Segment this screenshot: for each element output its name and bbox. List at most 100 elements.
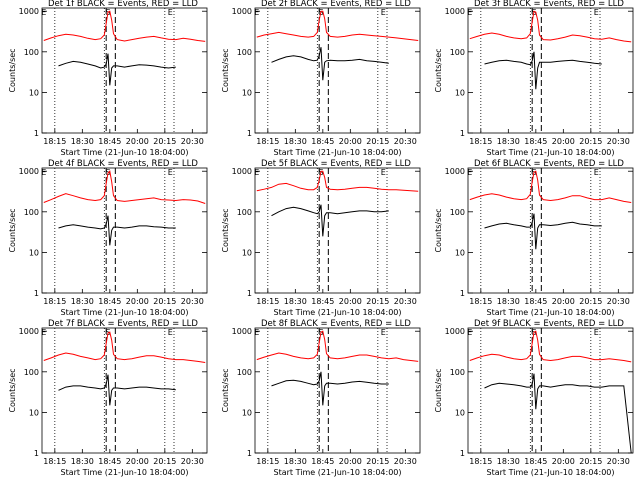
series-line: [271, 204, 389, 237]
x-tick-label: 20:00: [126, 297, 149, 306]
panel: Det 8f BLACK = Events, RED = LLD Counts/s…: [221, 319, 421, 477]
chart-title: Det 1f BLACK = Events, RED = LLD: [48, 0, 198, 9]
x-tick-label: 20:15: [153, 457, 176, 466]
y-tick-label: 10: [242, 88, 252, 97]
annotation: E: [467, 328, 472, 337]
series-line: [43, 10, 206, 42]
x-tick-label: 18:30: [284, 457, 307, 466]
x-axis-label: Start Time (21-Jun-10 18:04:00): [487, 148, 615, 157]
x-tick-label: 18:30: [71, 457, 94, 466]
panel: Det 4f BLACK = Events, RED = LLD Counts/s…: [8, 159, 208, 317]
x-tick-label: 18:15: [43, 457, 66, 466]
chart-title: Det 9f BLACK = Events, RED = LLD: [474, 319, 624, 329]
series-line: [43, 170, 206, 204]
annotation: E: [168, 328, 173, 337]
y-tick-label: 100: [450, 48, 465, 57]
x-tick-label: 20:00: [552, 297, 575, 306]
y-tick-label: 10: [29, 408, 39, 417]
x-tick-label: 20:30: [607, 137, 630, 146]
plot-frame: [41, 167, 208, 294]
panel: Det 5f BLACK = Events, RED = LLD Counts/s…: [221, 159, 421, 317]
annotation: E: [41, 168, 46, 177]
plot-frame: [254, 167, 421, 294]
y-tick-label: 1: [460, 289, 465, 298]
x-tick-label: 20:15: [579, 137, 602, 146]
chart-title: Det 4f BLACK = Events, RED = LLD: [48, 159, 198, 169]
y-axis-label: Counts/sec: [434, 48, 443, 92]
y-axis-label: Counts/sec: [8, 208, 17, 252]
x-tick-label: 18:45: [98, 137, 121, 146]
panel: Det 3f BLACK = Events, RED = LLD Counts/s…: [434, 0, 634, 157]
series-line: [484, 213, 602, 250]
x-tick-label: 18:30: [497, 457, 520, 466]
chart-title: Det 3f BLACK = Events, RED = LLD: [474, 0, 624, 9]
x-tick-label: 18:45: [524, 297, 547, 306]
x-tick-label: 20:15: [366, 297, 389, 306]
plot-frame: [467, 327, 634, 454]
x-tick-label: 20:00: [339, 297, 362, 306]
series-line: [58, 374, 176, 406]
series-line: [469, 170, 632, 203]
plot-frame: [467, 167, 634, 294]
x-tick-label: 18:30: [497, 297, 520, 306]
annotation: E: [467, 168, 472, 177]
x-tick-label: 20:00: [552, 457, 575, 466]
series-line: [271, 371, 389, 406]
plot-frame: [254, 7, 421, 134]
series-line: [271, 47, 389, 81]
y-tick-label: 1000: [232, 167, 252, 176]
y-tick-label: 10: [455, 88, 465, 97]
annotation: E: [254, 168, 259, 177]
y-tick-label: 100: [24, 48, 39, 57]
series-line: [58, 215, 176, 246]
annotation: E: [381, 328, 386, 337]
panel: Det 6f BLACK = Events, RED = LLD Counts/s…: [434, 159, 634, 317]
y-tick-label: 10: [455, 408, 465, 417]
y-tick-label: 1: [247, 449, 252, 458]
x-tick-label: 18:45: [311, 137, 334, 146]
x-tick-label: 18:15: [43, 137, 66, 146]
chart-title: Det 8f BLACK = Events, RED = LLD: [261, 319, 411, 329]
chart-title: Det 6f BLACK = Events, RED = LLD: [474, 159, 624, 169]
plot-frame: [254, 327, 421, 454]
chart-title: Det 5f BLACK = Events, RED = LLD: [261, 159, 411, 169]
series-line: [469, 330, 632, 363]
chart-title: Det 2f BLACK = Events, RED = LLD: [261, 0, 411, 9]
plot-frame: [467, 7, 634, 134]
y-tick-label: 100: [237, 208, 252, 217]
y-axis-label: Counts/sec: [434, 208, 443, 252]
y-tick-label: 100: [237, 48, 252, 57]
y-axis-label: Counts/sec: [434, 368, 443, 412]
x-axis-label: Start Time (21-Jun-10 18:04:00): [487, 468, 615, 477]
series-line: [58, 53, 176, 86]
y-tick-label: 1000: [445, 7, 465, 16]
y-tick-label: 1000: [445, 167, 465, 176]
x-tick-label: 18:30: [497, 137, 520, 146]
annotation: E: [254, 8, 259, 17]
x-axis-label: Start Time (21-Jun-10 18:04:00): [61, 148, 189, 157]
series-line: [484, 373, 632, 454]
annotation: E: [467, 8, 472, 17]
x-tick-label: 20:00: [126, 457, 149, 466]
x-tick-label: 20:15: [153, 297, 176, 306]
annotation: S: [105, 328, 110, 337]
y-tick-label: 1: [460, 129, 465, 138]
x-tick-label: 18:45: [524, 137, 547, 146]
x-tick-label: 18:15: [469, 297, 492, 306]
series-line: [256, 170, 419, 192]
series-line: [43, 331, 206, 363]
y-axis-label: Counts/sec: [221, 48, 230, 92]
plot-frame: [41, 327, 208, 454]
annotation: E: [381, 168, 386, 177]
annotation: E: [41, 8, 46, 17]
y-tick-label: 1: [247, 289, 252, 298]
y-axis-label: Counts/sec: [8, 368, 17, 412]
x-tick-label: 20:15: [366, 137, 389, 146]
y-tick-label: 10: [29, 248, 39, 257]
annotation: E: [594, 328, 599, 337]
x-axis-label: Start Time (21-Jun-10 18:04:00): [61, 468, 189, 477]
x-tick-label: 20:15: [579, 457, 602, 466]
series-line: [469, 10, 632, 43]
x-tick-label: 20:30: [181, 137, 204, 146]
